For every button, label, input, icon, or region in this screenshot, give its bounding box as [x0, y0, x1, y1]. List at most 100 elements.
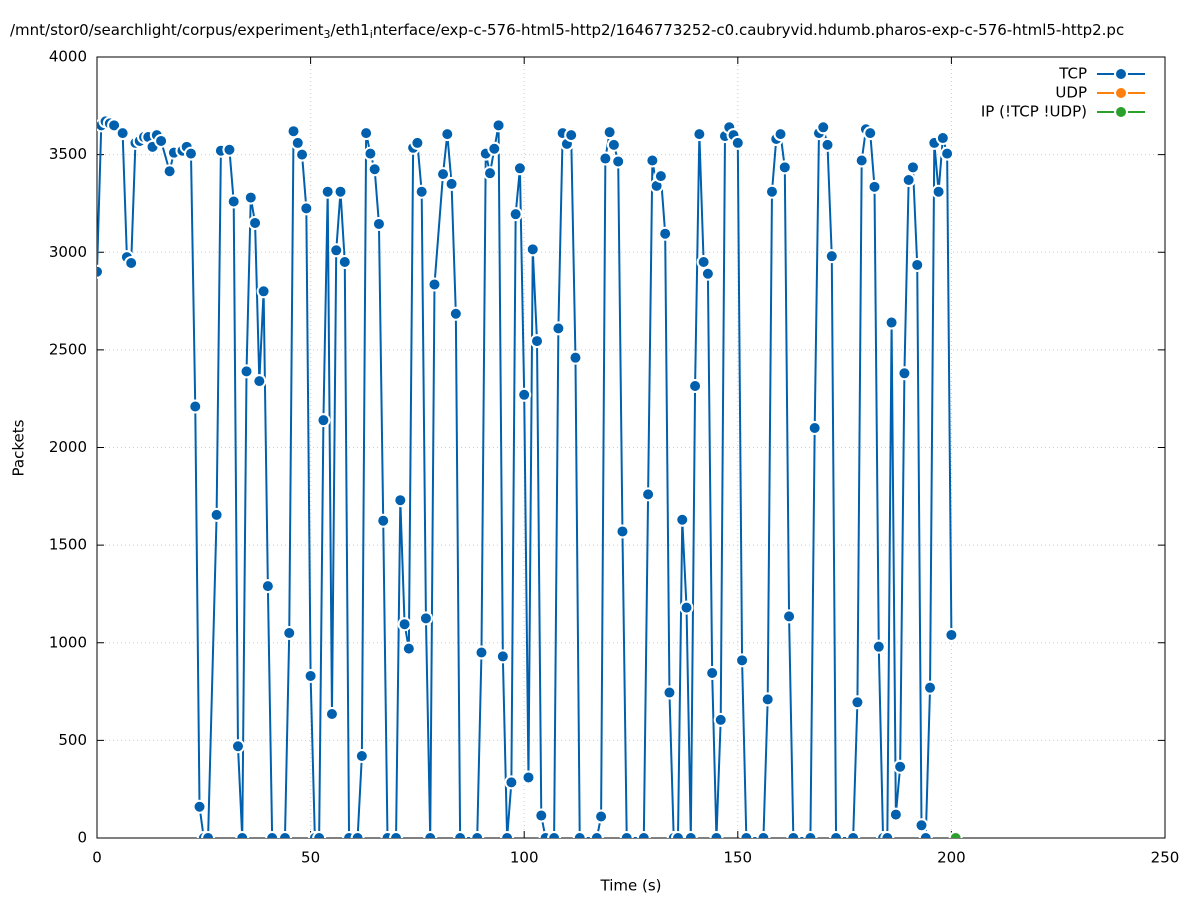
data-point: [735, 653, 750, 668]
data-point: [764, 184, 779, 199]
data-point: [444, 176, 459, 191]
data-point: [393, 493, 408, 508]
data-point: [914, 818, 929, 833]
x-tick-label: 50: [301, 849, 320, 867]
data-point: [470, 831, 485, 838]
data-point: [243, 190, 258, 205]
data-point: [636, 831, 651, 838]
data-point: [568, 350, 583, 365]
x-tick-label: 0: [92, 849, 102, 867]
data-point: [324, 707, 339, 722]
chart-title: /mnt/stor0/searchlight/corpus/experiment…: [10, 21, 1124, 42]
data-point: [376, 513, 391, 528]
data-point: [888, 807, 903, 822]
data-point: [688, 378, 703, 393]
data-point: [230, 739, 245, 754]
data-point: [645, 153, 660, 168]
data-point: [530, 334, 545, 349]
data-point: [713, 712, 728, 727]
data-point: [414, 184, 429, 199]
data-point: [495, 649, 510, 664]
data-point: [474, 645, 489, 660]
data-point: [606, 137, 621, 152]
title-part: /eth1: [331, 21, 370, 39]
title-part: nterface/exp-c-576-html5-http2/164677325…: [373, 21, 1124, 39]
data-point: [692, 127, 707, 142]
data-point: [508, 207, 523, 222]
data-point: [786, 831, 801, 838]
data-point: [670, 831, 685, 838]
x-tick-label: 150: [723, 849, 752, 867]
legend-label: IP (!TCP !UDP): [981, 103, 1087, 121]
data-point: [235, 831, 250, 838]
data-point: [286, 124, 301, 139]
y-tick-label: 3000: [49, 243, 87, 261]
data-point: [337, 255, 352, 270]
data-point: [948, 831, 963, 838]
data-point: [312, 831, 327, 838]
data-point: [803, 831, 818, 838]
data-point: [260, 579, 275, 594]
y-axis-label: Packets: [10, 419, 28, 476]
data-point: [491, 118, 506, 133]
data-point: [436, 167, 451, 182]
data-point: [658, 226, 673, 241]
data-point: [371, 216, 386, 231]
data-point: [777, 160, 792, 175]
data-point: [935, 131, 950, 146]
data-point: [547, 831, 562, 838]
data-point: [760, 692, 775, 707]
data-point: [615, 524, 630, 539]
data-point: [564, 128, 579, 143]
data-point: [256, 284, 271, 299]
data-point: [453, 831, 468, 838]
data-point: [427, 277, 442, 292]
data-point: [641, 487, 656, 502]
data-point: [893, 759, 908, 774]
data-point: [226, 194, 241, 209]
data-point: [871, 639, 886, 654]
data-point: [517, 387, 532, 402]
data-point: [572, 831, 587, 838]
data-point: [316, 413, 331, 428]
legend-marker: [1114, 86, 1128, 100]
data-point: [910, 257, 925, 272]
data-point: [448, 306, 463, 321]
data-point: [611, 154, 626, 169]
data-point: [854, 153, 869, 168]
y-tick-label: 2000: [49, 438, 87, 456]
data-point: [487, 141, 502, 156]
y-tick-label: 1500: [49, 536, 87, 554]
x-tick-label: 250: [1151, 849, 1180, 867]
data-point: [333, 184, 348, 199]
data-point: [440, 127, 455, 142]
data-point: [282, 625, 297, 640]
data-point: [295, 147, 310, 162]
data-point: [512, 161, 527, 176]
data-point: [782, 609, 797, 624]
data-point: [354, 748, 369, 763]
data-point: [807, 420, 822, 435]
data-point: [824, 249, 839, 264]
data-point: [389, 831, 404, 838]
data-point: [521, 770, 536, 785]
data-point: [534, 808, 549, 823]
data-point: [589, 831, 604, 838]
data-point: [97, 264, 104, 279]
data-point: [602, 125, 617, 140]
data-point: [350, 831, 365, 838]
data-point: [252, 374, 267, 389]
data-point: [683, 831, 698, 838]
y-tick-label: 500: [58, 731, 87, 749]
data-point: [696, 255, 711, 270]
data-point: [222, 142, 237, 157]
y-tick-label: 2500: [49, 340, 87, 358]
data-point: [265, 831, 280, 838]
title-subscript: i: [370, 28, 373, 41]
data-point: [619, 831, 634, 838]
data-point: [299, 201, 314, 216]
data-point: [940, 146, 955, 161]
data-point: [773, 127, 788, 142]
